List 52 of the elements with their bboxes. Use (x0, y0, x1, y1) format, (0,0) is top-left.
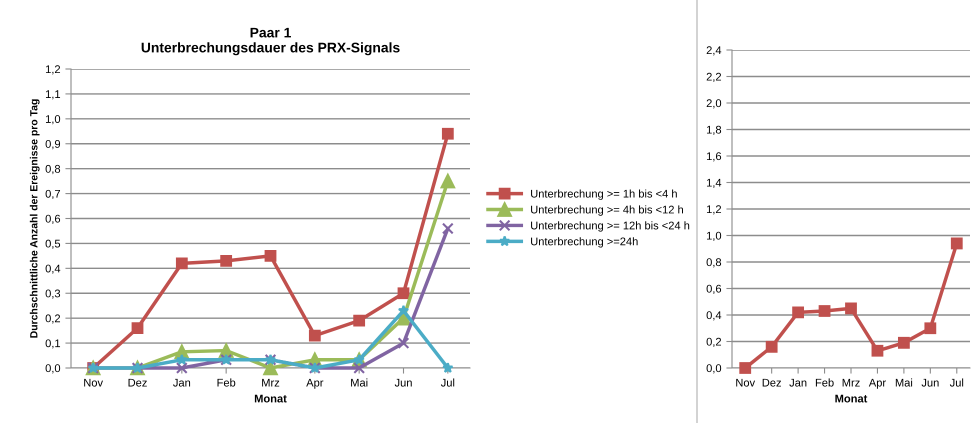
x-tick-label: Jul (440, 378, 454, 387)
y-tick-label: 0,3 (46, 290, 60, 299)
y-tick-label: 0,5 (46, 240, 60, 249)
y-tick-label: 2,4 (706, 46, 722, 56)
x-tick-label: Apr (868, 378, 886, 389)
y-tick-label: 0,7 (46, 190, 60, 200)
y-tick-label: 1,2 (706, 205, 722, 214)
y-axis-title: Durchschnittliche Anzahl der Ereignisse pro Tag (30, 99, 40, 338)
y-tick-label: 0,6 (706, 284, 722, 294)
chart-title: Paar 1 Unterbrechungsdauer des PRX-Signals (142, 28, 400, 56)
x-tick-label: Feb (816, 378, 834, 387)
y-tick-label: 1,4 (706, 178, 722, 188)
x-tick-label: Mai (896, 378, 912, 387)
x-tick-label: Dez (128, 378, 147, 387)
y-tick-label: 1,0 (706, 232, 722, 241)
x-tick-label: Mai (351, 378, 368, 387)
y-tick-label: 1,6 (706, 152, 722, 162)
x-tick-label: Mrz (842, 378, 860, 386)
x-tick-label: Apr (306, 378, 324, 389)
y-tick-label: 0,0 (706, 364, 722, 374)
x-tick-label: Dez (762, 378, 781, 387)
y-tick-label: 1,0 (46, 115, 60, 124)
x-tick-label: Mrz (262, 378, 280, 386)
y-tick-label: 1,8 (706, 126, 722, 135)
y-tick-label: 0,6 (46, 214, 60, 224)
x-tick-label: Jun (922, 378, 939, 387)
x-tick-label: Jun (394, 378, 412, 387)
x-tick-label: Jul (950, 378, 964, 387)
x-tick-label: Jan (173, 378, 190, 387)
x-tick-label: Nov (84, 378, 104, 387)
x-axis-title: Monat (835, 394, 868, 402)
y-tick-label: 0,2 (46, 314, 60, 324)
y-tick-label: 0,2 (706, 338, 722, 347)
x-tick-label: Nov (736, 378, 756, 387)
y-tick-label: 2,0 (706, 99, 722, 108)
legend-label: Unterbrechung >= 12h bis <24 h (531, 221, 690, 232)
x-tick-label: Jan (789, 378, 806, 387)
y-tick-label: 0,8 (706, 258, 722, 268)
legend-label: Unterbrechung >=24h (531, 237, 638, 248)
y-tick-label: 0,0 (46, 364, 60, 374)
x-tick-label: Feb (218, 378, 236, 387)
y-tick-label: 1,1 (46, 90, 60, 100)
y-tick-label: 0,9 (46, 140, 60, 150)
y-tick-label: 1,2 (46, 65, 60, 74)
legend-label: Unterbrechung >= 4h bis <12 h (531, 205, 683, 216)
y-tick-label: 0,8 (46, 164, 60, 174)
y-tick-label: 2,2 (706, 72, 722, 82)
legend-label: Unterbrechung >= 1h bis <4 h (531, 189, 677, 200)
x-axis-title: Monat (254, 394, 287, 402)
y-tick-label: 0,1 (46, 339, 60, 349)
y-tick-label: 0,4 (46, 264, 60, 274)
y-tick-label: 0,4 (706, 311, 722, 320)
